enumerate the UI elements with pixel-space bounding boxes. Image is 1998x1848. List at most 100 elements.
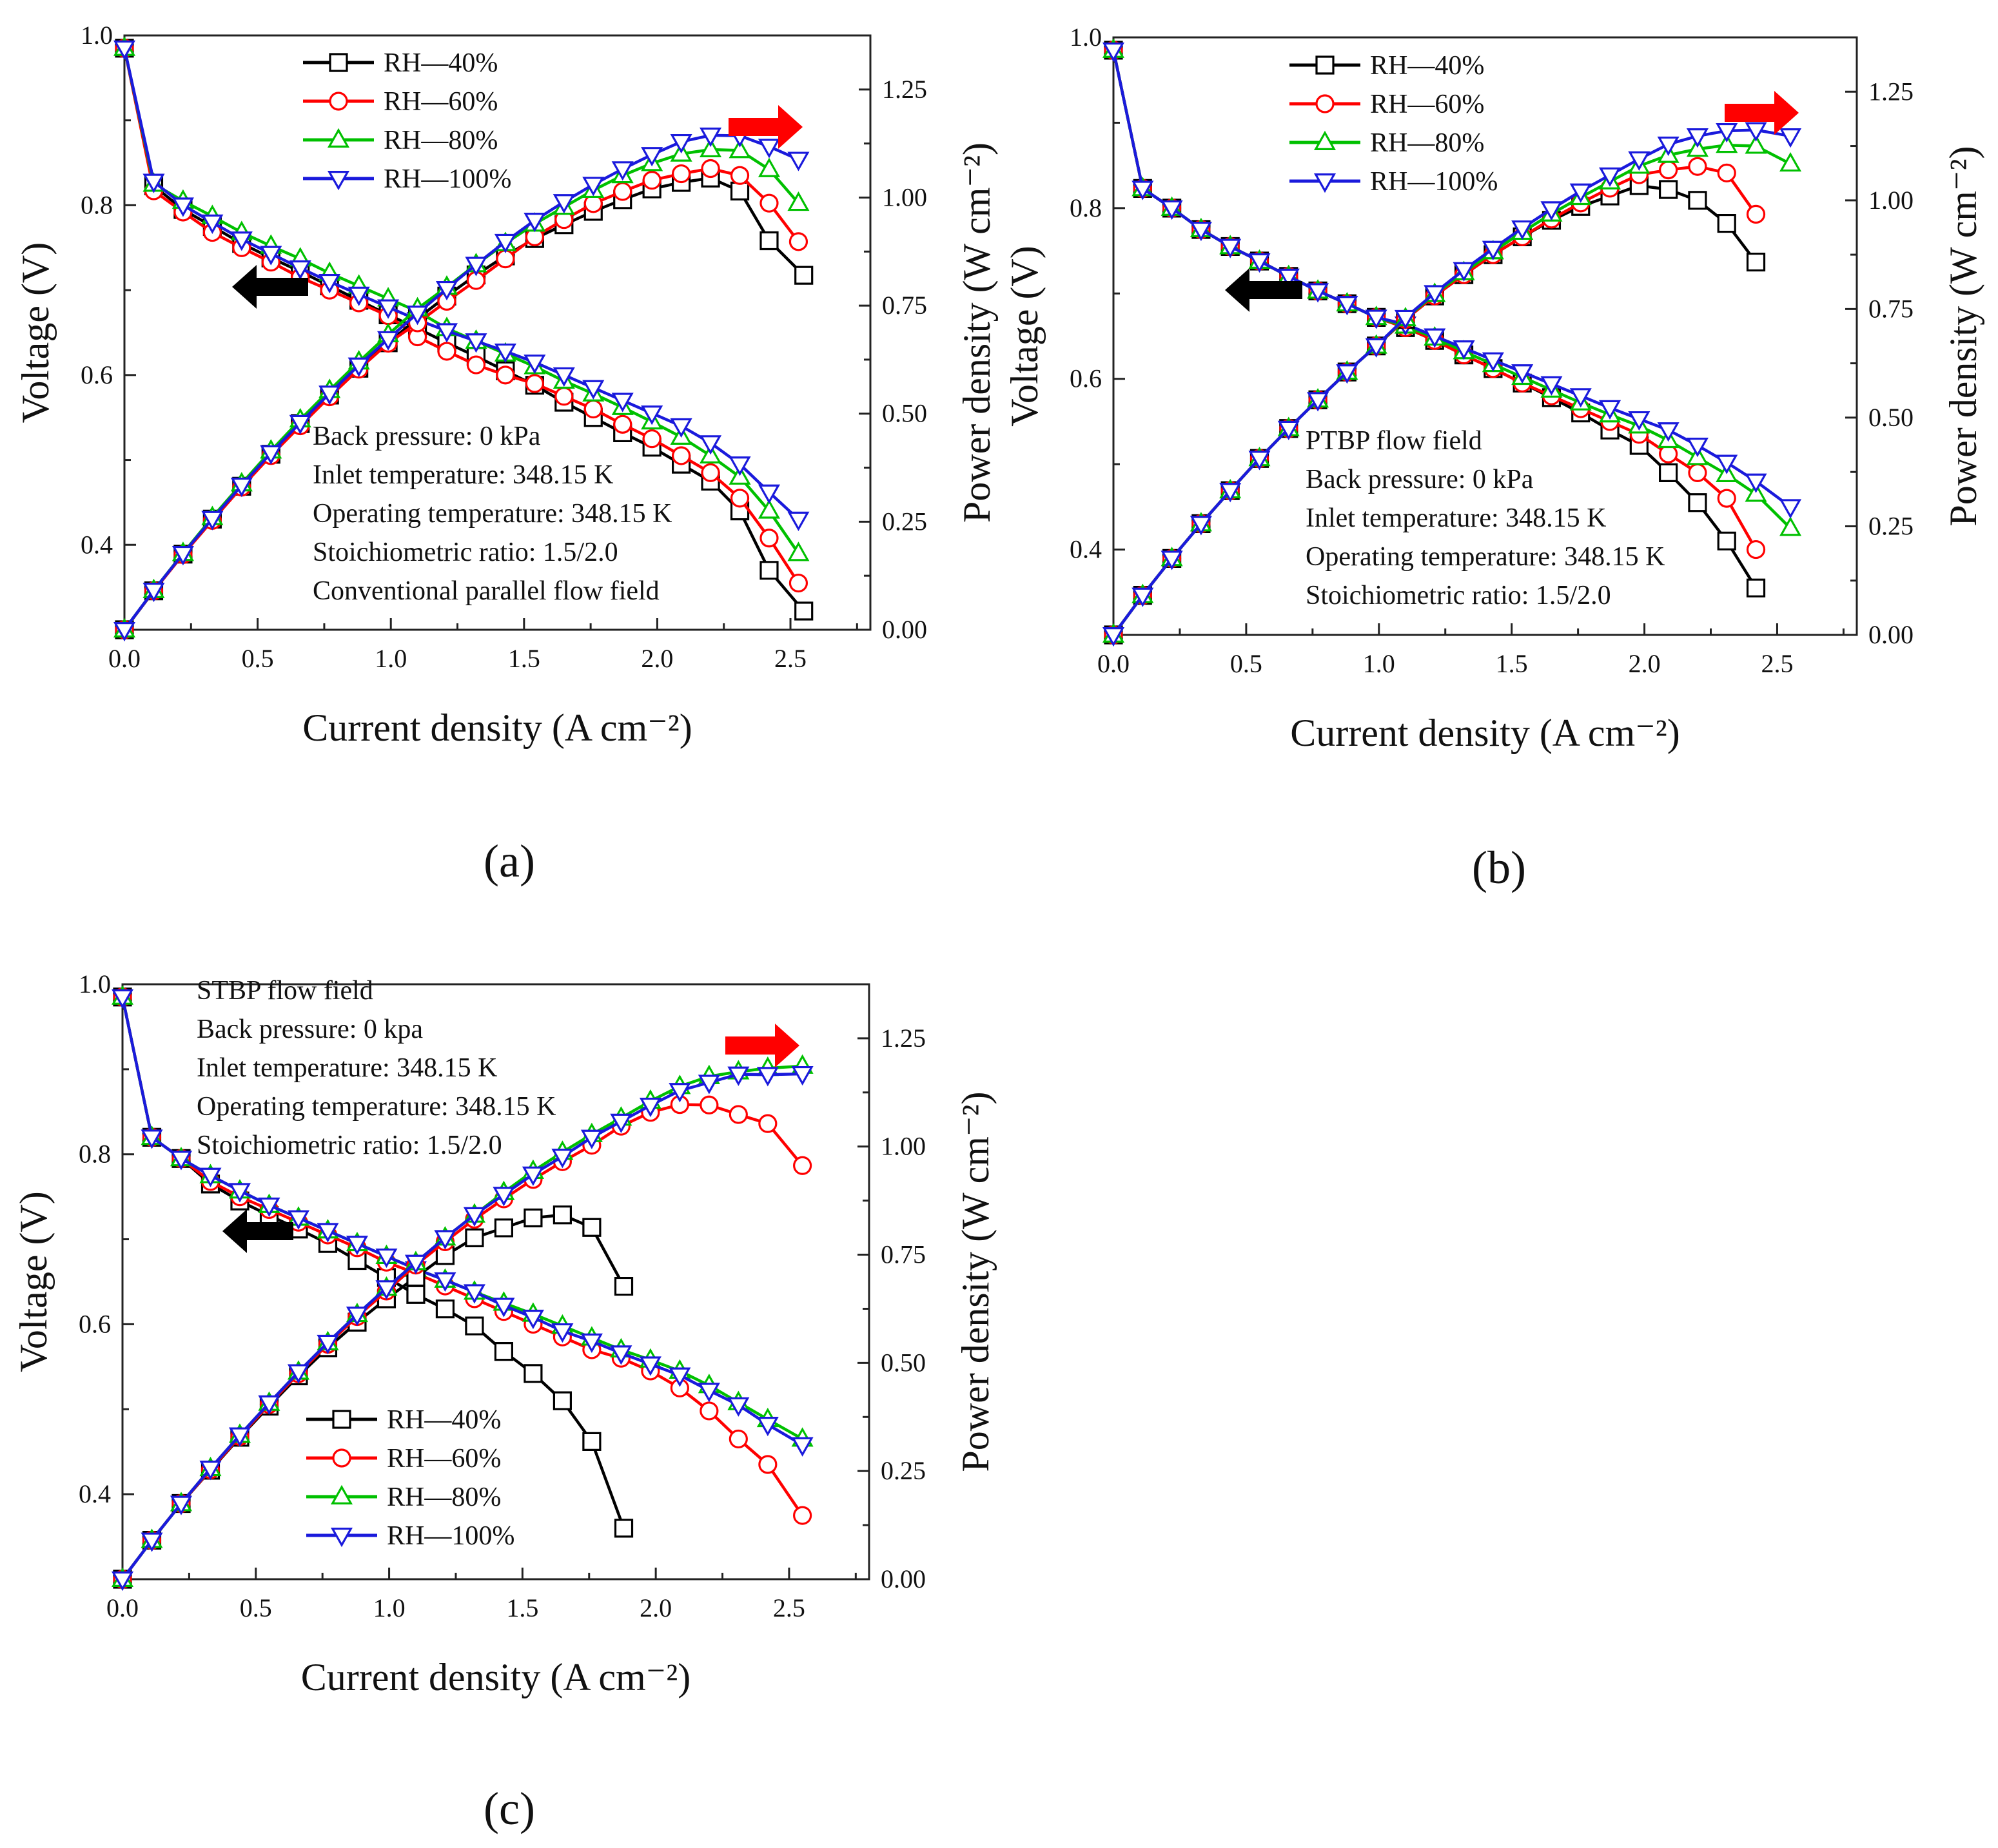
voltage-point [1540,376,1563,396]
power-point [639,1097,661,1118]
legend-label: RH—100% [384,164,511,194]
power-point [406,306,429,326]
voltage-point [1365,309,1387,329]
voltage-point [727,1397,750,1417]
voltage-point [435,323,458,343]
voltage-point [1716,454,1738,474]
legend-entry: RH—80% [1289,128,1484,158]
voltage-point [580,1333,603,1354]
y-right-tick-label: 1.25 [882,75,927,104]
legend-label: RH—80% [1370,128,1484,158]
y-right-tick-label: 0.25 [1868,511,1914,540]
x-axis-label: Current density (A cm⁻²) [1290,712,1680,754]
legend-label: RH—40% [384,48,498,78]
y-left-axis-label: Voltage (V) [12,1191,55,1372]
power-point [1688,191,1707,210]
voltage-point [406,1285,426,1304]
voltage-point [375,1248,398,1269]
voltage-point [434,1272,456,1292]
annotation-line: Operating temperature: 348.15 K [197,1092,556,1122]
power-point [700,1095,719,1114]
voltage-point [669,1367,691,1387]
legend-marker [327,171,350,191]
y-left-tick-label: 1.0 [79,969,111,998]
power-point [522,1166,544,1186]
power-point [171,545,194,566]
y-right-tick-label: 1.00 [1868,186,1914,215]
voltage-point [758,1455,778,1474]
voltage-point [759,561,779,580]
voltage-point [465,1316,484,1336]
power-point [1511,220,1534,240]
voltage-point [582,380,605,400]
power-point [1779,151,1802,172]
legend-entry: RH—100% [1289,167,1498,197]
y-right-tick-label: 0.50 [881,1348,926,1377]
power-point [759,231,779,251]
power-point [377,331,400,351]
power-point [1746,204,1766,224]
legend: RH—40% RH—60% RH—80% RH—100% [306,1405,514,1551]
power-axis-arrow [1725,91,1799,135]
voltage-point [494,1342,514,1361]
voltage-point [700,435,722,455]
voltage-point [1161,200,1183,220]
power-series-RH—100% [111,1065,814,1591]
x-tick-label: 2.0 [1629,649,1661,678]
voltage-point [1277,268,1300,289]
power-point [375,1280,398,1300]
power-point [142,582,165,603]
power-point [729,1105,748,1124]
voltage-point [287,1210,309,1230]
power-point [260,445,282,465]
voltage-point [1307,283,1329,303]
voltage-point [522,1309,544,1330]
power-point [1659,180,1678,199]
y-left-tick-label: 0.8 [81,190,113,219]
voltage-point [1688,463,1707,482]
voltage-point [524,355,546,374]
voltage-point [258,1197,280,1218]
power-point [641,147,663,167]
power-point [1686,128,1709,148]
voltage-point [787,511,810,531]
condition-annotation: PTBP flow field Back pressure: 0 kPa Inlet… [1306,426,1665,610]
y-right-tick-label: 0.00 [1868,620,1914,649]
annotation-line: Operating temperature: 348.15 K [313,499,672,529]
power-point [614,1276,634,1296]
annotation-line: Inlet temperature: 348.15 K [197,1053,498,1083]
voltage-point [1717,489,1736,508]
y-left-tick-label: 0.4 [1070,535,1102,564]
condition-annotation: STBP flow field Back pressure: 0 kpa Inlet… [197,976,556,1160]
voltage-point [113,40,136,60]
voltage-point [730,489,750,508]
y-right-tick-label: 1.25 [1868,77,1914,106]
voltage-point [111,989,134,1009]
power-point [1277,420,1300,440]
power-point [729,139,751,159]
power-point [610,1113,632,1133]
power-point [111,1571,134,1591]
x-tick-label: 0.5 [1230,649,1262,678]
voltage-point [1102,42,1125,63]
voltage-point [758,499,781,519]
annotation-line: Stoichiometric ratio: 1.5/2.0 [197,1131,502,1160]
panel-label: (a) [484,835,535,887]
voltage-point [201,214,224,234]
power-point [494,1218,514,1238]
legend-entry: RH—40% [1289,51,1484,81]
power-point [1307,392,1329,412]
panel-label: (b) [1472,842,1526,893]
voltage-point [525,374,544,393]
legend-label: RH—60% [387,1444,501,1474]
power-point [230,478,253,498]
power-point [318,385,341,405]
y-left-axis-label: Voltage (V) [1003,246,1046,427]
power-point [1779,128,1802,148]
y-right-tick-label: 0.25 [882,507,927,536]
x-axis-label: Current density (A cm⁻²) [302,706,692,749]
power-point [141,1532,163,1552]
power-point [791,1065,814,1086]
condition-annotation: Back pressure: 0 kPa Inlet temperature: 3… [313,422,672,606]
legend-entry: RH—40% [306,1405,501,1435]
